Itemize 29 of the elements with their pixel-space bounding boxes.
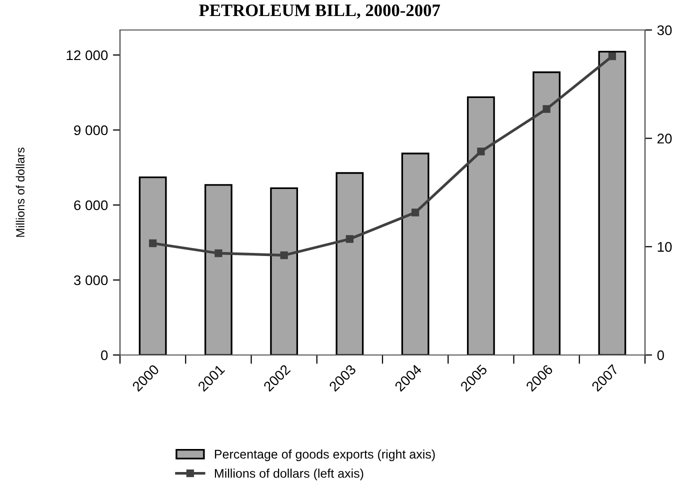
bar: [401, 152, 430, 355]
point: [148, 239, 157, 248]
bar: [204, 184, 232, 355]
bar: [270, 187, 298, 355]
chart-title: PETROLEUM BILL, 2000-2007: [199, 4, 440, 19]
y-tick-label: 9 000: [74, 125, 108, 136]
point: [280, 251, 288, 260]
legend-label: Percentage of goods exports (right axis): [214, 449, 435, 462]
bar: [598, 50, 626, 355]
y2-tick-label: 0: [657, 350, 664, 360]
y-axis-title: Millions of dollars: [16, 148, 24, 237]
bar: [336, 172, 364, 355]
point: [608, 52, 616, 60]
y-tick-label: 12 000: [66, 50, 108, 60]
bar: [532, 71, 561, 355]
y2-tick-label: 30: [657, 25, 672, 36]
legend-label: Millions of dollars (left axis): [214, 468, 364, 480]
y-tick-label: 3 000: [74, 275, 108, 286]
y2-tick-label: 10: [658, 242, 672, 252]
y2-tick-label: 20: [658, 134, 672, 144]
bar: [138, 176, 167, 355]
y-tick-label: 6 000: [74, 200, 108, 210]
bar: [466, 96, 495, 355]
point: [214, 249, 222, 258]
y-tick-label: 0: [101, 350, 108, 360]
point: [411, 208, 420, 216]
point: [346, 235, 354, 243]
point: [542, 105, 550, 113]
point: [477, 148, 485, 156]
